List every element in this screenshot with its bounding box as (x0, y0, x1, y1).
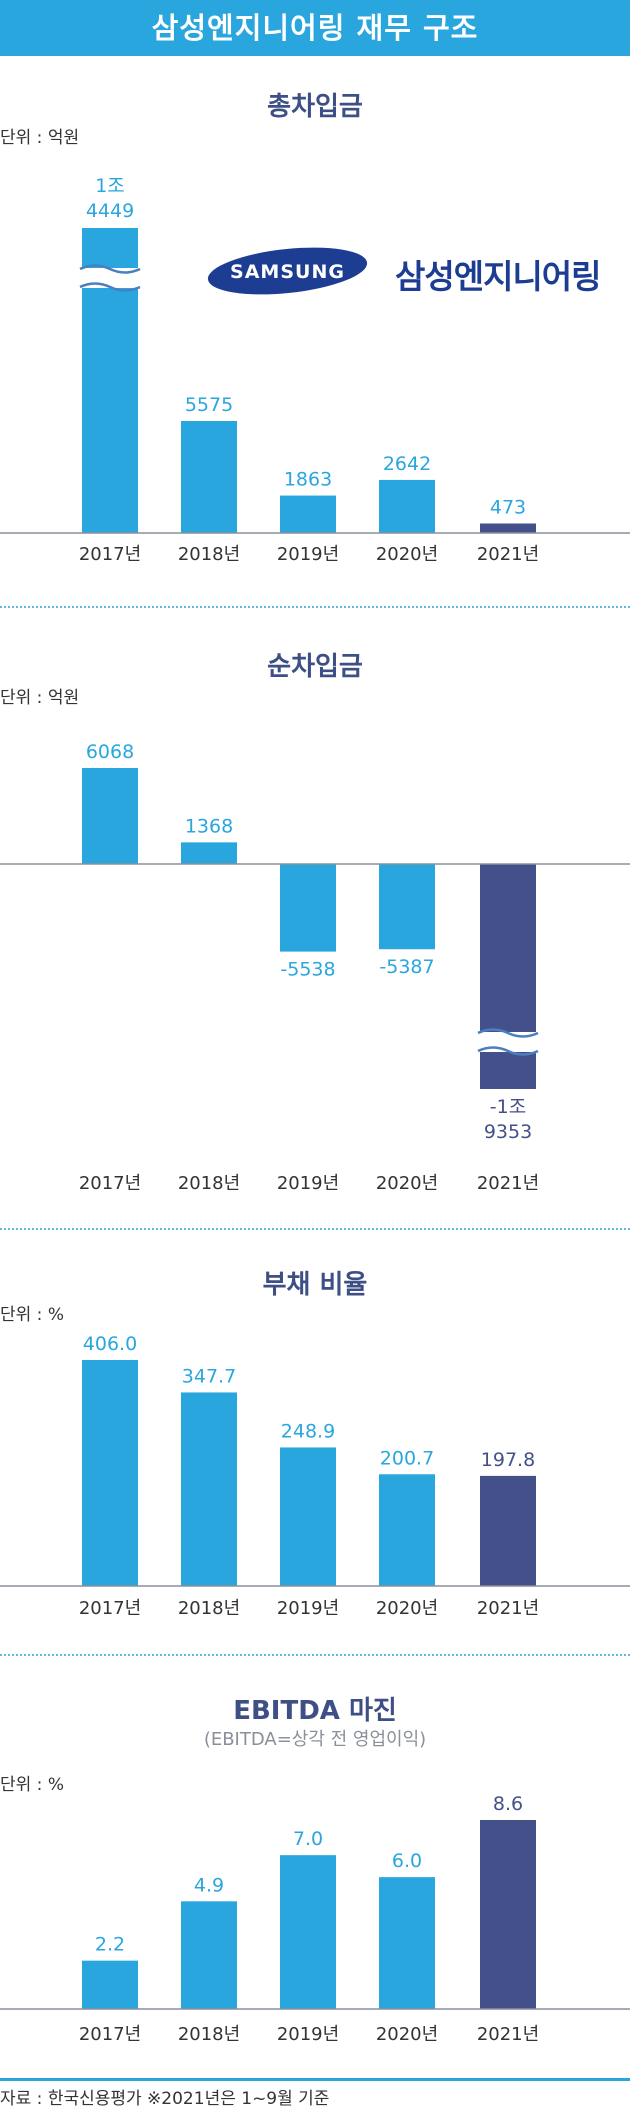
unit-label-total-debt: 단위 : 억원 (0, 128, 80, 148)
chart-title-total-debt: 총차입금 (267, 92, 363, 122)
x-tick-label: 2018년 (178, 544, 240, 565)
unit-label-debt-ratio: 단위 : % (0, 1305, 64, 1325)
x-tick-label: 2017년 (79, 544, 141, 565)
data-label: 8.6 (493, 1793, 523, 1815)
unit-label-ebitda: 단위 : % (0, 1775, 64, 1795)
bar (280, 1447, 336, 1586)
x-tick-label: 2019년 (277, 2024, 339, 2045)
svg-text:SAMSUNG: SAMSUNG (230, 261, 345, 283)
x-tick-label: 2018년 (178, 1173, 240, 1194)
data-label: 7.0 (293, 1828, 323, 1850)
data-label: -5387 (379, 956, 434, 978)
x-tick-label: 2017년 (79, 1598, 141, 1619)
bar (181, 842, 237, 864)
x-tick-label: 2020년 (376, 1598, 438, 1619)
data-label: -5538 (280, 959, 335, 981)
bar (280, 1855, 336, 2009)
data-label: 197.8 (481, 1449, 535, 1471)
chart-total-debt: 1조 4449 5575 1863 2642 473 2017년 2018년 2019년 2020… (0, 175, 630, 565)
x-tick-label: 2021년 (477, 1173, 539, 1194)
x-tick-label: 2019년 (277, 544, 339, 565)
bar (280, 864, 336, 952)
data-label: 5575 (185, 394, 233, 416)
axis-break-line (79, 264, 141, 274)
axis-break-line (477, 1028, 539, 1038)
bar (181, 1901, 237, 2009)
bar (379, 1877, 435, 2009)
bar (379, 864, 435, 950)
bar (82, 1360, 138, 1586)
x-tick-label: 2020년 (376, 2024, 438, 2045)
chart-subtitle-ebitda: (EBITDA=상각 전 영업이익) (203, 1729, 427, 1750)
x-tick-label: 2018년 (178, 2024, 240, 2045)
bar (379, 1474, 435, 1586)
samsung-logo: SAMSUNG (205, 246, 370, 296)
data-label: 2.2 (95, 1934, 125, 1956)
data-label: 1863 (284, 469, 332, 491)
bar (480, 1475, 536, 1586)
data-label: 6.0 (392, 1850, 422, 1872)
chart-debt-ratio: 406.0 347.7 248.9 200.7 197.8 2017년 2018년 2019년… (0, 1333, 630, 1619)
bar (82, 1960, 138, 2009)
page-title: 삼성엔지니어링 재무 구조 (0, 0, 630, 56)
data-label: 200.7 (380, 1447, 434, 1469)
data-label: 473 (490, 496, 526, 518)
x-tick-label: 2019년 (277, 1173, 339, 1194)
section-divider (0, 606, 630, 608)
source-note: 자료 : 한국신용평가 ※2021년은 1~9월 기준 (0, 2089, 330, 2109)
x-tick-label: 2021년 (477, 2024, 539, 2045)
x-tick-label: 2021년 (477, 544, 539, 565)
bar (82, 768, 138, 864)
x-tick-label: 2020년 (376, 1173, 438, 1194)
data-label: 1조 4449 (86, 175, 134, 222)
data-label: 347.7 (182, 1365, 236, 1387)
bar (181, 1392, 237, 1586)
chart-net-debt: 6068 1368 -5538 -5387 -1조 9353 2017년 2018년 2019년… (0, 741, 630, 1194)
data-label: 248.9 (281, 1420, 335, 1442)
section-divider (0, 1654, 630, 1656)
section-divider (0, 1228, 630, 1230)
data-label: 6068 (86, 741, 134, 763)
company-name: 삼성엔지니어링 (395, 257, 602, 296)
bar (280, 495, 336, 533)
chart-title-ebitda: EBITDA 마진 (233, 1696, 397, 1726)
bar (480, 523, 536, 533)
bar (480, 1820, 536, 2009)
bar (379, 479, 435, 533)
chart-title-net-debt: 순차입금 (267, 652, 363, 682)
data-label: -1조 9353 (484, 1096, 532, 1143)
x-tick-label: 2019년 (277, 1598, 339, 1619)
data-label: 1368 (185, 815, 233, 837)
axis-break-line (477, 1046, 539, 1056)
x-tick-label: 2020년 (376, 544, 438, 565)
bar (181, 421, 237, 533)
data-label: 4.9 (194, 1874, 224, 1896)
data-label: 2642 (383, 453, 431, 475)
axis-break-line (79, 282, 141, 292)
x-tick-label: 2021년 (477, 1598, 539, 1619)
footer-rule (0, 2078, 630, 2081)
unit-label-net-debt: 단위 : 억원 (0, 688, 80, 708)
x-tick-label: 2017년 (79, 2024, 141, 2045)
data-label: 406.0 (83, 1333, 137, 1355)
chart-title-debt-ratio: 부채 비율 (262, 1270, 368, 1300)
x-tick-label: 2018년 (178, 1598, 240, 1619)
x-tick-label: 2017년 (79, 1173, 141, 1194)
